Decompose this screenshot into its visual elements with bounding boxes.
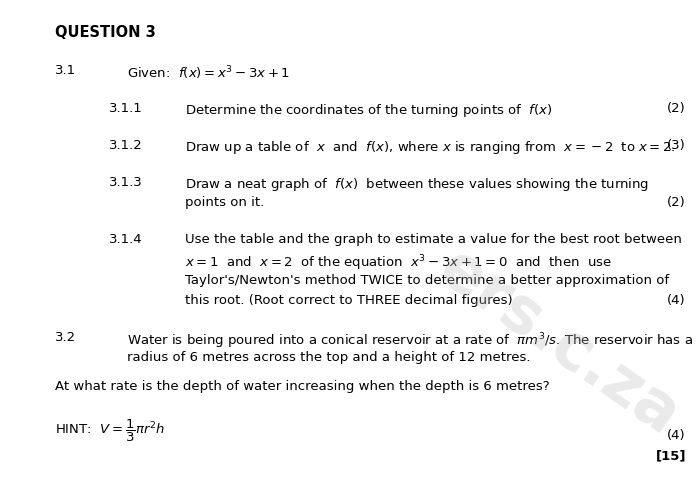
Text: 3.1.2: 3.1.2 bbox=[109, 139, 143, 152]
Text: Determine the coordinates of the turning points of  $f(x)$: Determine the coordinates of the turning… bbox=[185, 101, 552, 118]
Text: Given:  $f(x)= x^3 - 3x + 1$: Given: $f(x)= x^3 - 3x + 1$ bbox=[127, 65, 290, 82]
Text: Draw a neat graph of  $f(x)$  between these values showing the turning: Draw a neat graph of $f(x)$ between thes… bbox=[185, 176, 649, 193]
Text: (4): (4) bbox=[667, 294, 686, 307]
Text: 3.1.3: 3.1.3 bbox=[109, 176, 143, 189]
Text: Water is being poured into a conical reservoir at a rate of  $\pi m^3/s$. The re: Water is being poured into a conical res… bbox=[127, 331, 693, 351]
Text: Draw up a table of  $x$  and  $f(x)$, where $x$ is ranging from  $x = -2$  to $x: Draw up a table of $x$ and $f(x)$, where… bbox=[185, 139, 676, 156]
Text: $x = 1$  and  $x = 2$  of the equation  $x^3 - 3x  +1 = 0$  and  then  use: $x = 1$ and $x = 2$ of the equation $x^3… bbox=[185, 254, 612, 273]
Text: 3.1: 3.1 bbox=[55, 65, 76, 77]
Text: QUESTION 3: QUESTION 3 bbox=[55, 25, 156, 40]
Text: ers.c.za: ers.c.za bbox=[426, 237, 690, 448]
Text: [15]: [15] bbox=[655, 450, 686, 463]
Text: (2): (2) bbox=[667, 101, 686, 114]
Text: radius of 6 metres across the top and a height of 12 metres.: radius of 6 metres across the top and a … bbox=[127, 351, 530, 364]
Text: Use the table and the graph to estimate a value for the best root between: Use the table and the graph to estimate … bbox=[185, 233, 682, 246]
Text: this root. (Root correct to THREE decimal figures): this root. (Root correct to THREE decima… bbox=[185, 294, 512, 307]
Text: At what rate is the depth of water increasing when the depth is 6 metres?: At what rate is the depth of water incre… bbox=[55, 381, 549, 394]
Text: 3.2: 3.2 bbox=[55, 331, 76, 344]
Text: (3): (3) bbox=[667, 139, 686, 152]
Text: Taylor's/Newton's method TWICE to determine a better approximation of: Taylor's/Newton's method TWICE to determ… bbox=[185, 274, 669, 287]
Text: 3.1.4: 3.1.4 bbox=[109, 233, 142, 246]
Text: points on it.: points on it. bbox=[185, 196, 265, 209]
Text: (4): (4) bbox=[667, 429, 686, 442]
Text: HINT:  $V =\dfrac{1}{3}\pi r^2 h$: HINT: $V =\dfrac{1}{3}\pi r^2 h$ bbox=[55, 418, 165, 444]
Text: (2): (2) bbox=[667, 196, 686, 209]
Text: 3.1.1: 3.1.1 bbox=[109, 101, 143, 114]
